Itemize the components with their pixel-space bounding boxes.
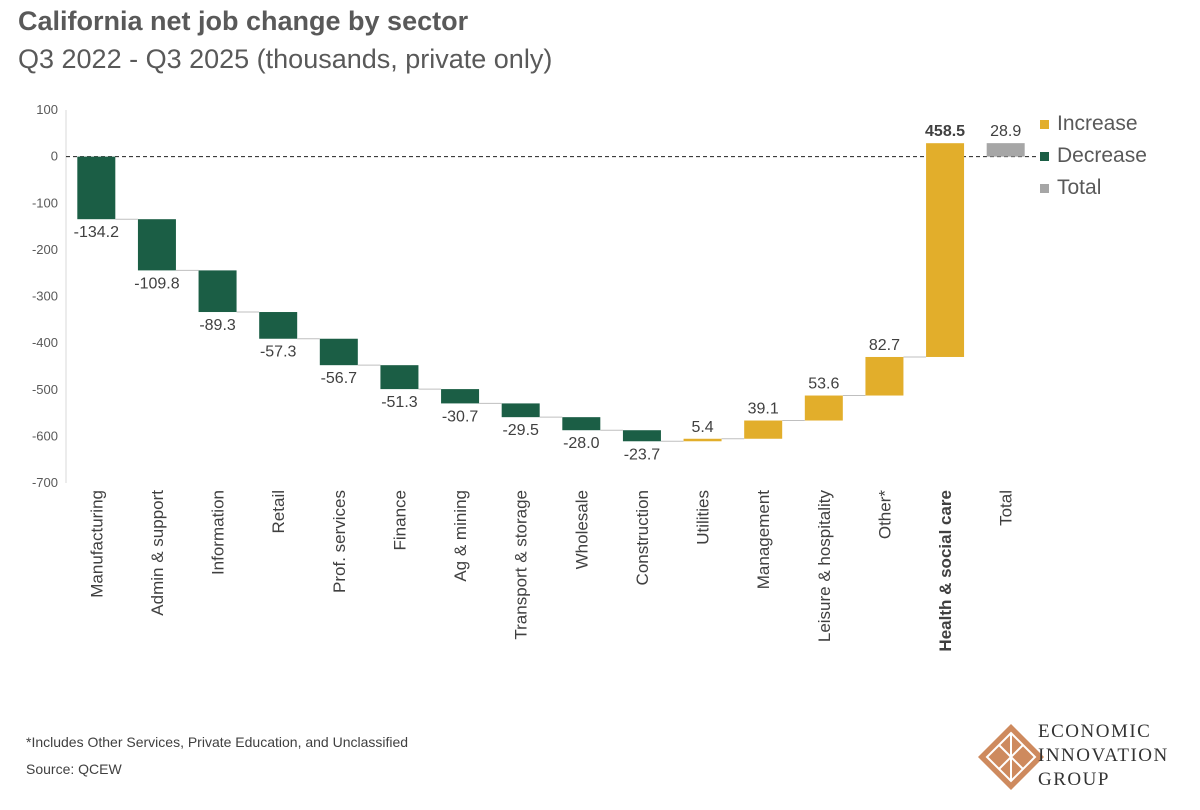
bar-admin-support: [137, 219, 176, 271]
y-tick-label: -200: [32, 242, 58, 257]
legend-swatch-decrease: [1040, 151, 1049, 161]
bar-other: [865, 356, 904, 396]
legend-label-decrease: Decrease: [1057, 144, 1147, 167]
category-label-information: Information: [209, 490, 228, 575]
chart-legend: Increase Decrease Total: [1040, 108, 1147, 204]
legend-label-increase: Increase: [1057, 112, 1138, 135]
bar-wholesale: [562, 417, 601, 431]
waterfall-chart: 100 0 -100 -200 -300 -400 -500 -600 -700 -134.2 Ma…: [32, 102, 1036, 652]
category-label-transport-storage: Transport & storage: [512, 490, 531, 640]
bar-retail: [259, 312, 298, 339]
diamond-logo-icon: [978, 724, 1044, 790]
value-label-manufacturing: -134.2: [74, 224, 119, 241]
footnote: *Includes Other Services, Private Educat…: [26, 734, 409, 750]
value-label-wholesale: -28.0: [563, 435, 600, 452]
y-tick-label: -700: [32, 475, 58, 490]
y-tick-label: 100: [36, 102, 58, 117]
legend-item-total: Total: [1040, 172, 1147, 204]
category-label-finance: Finance: [390, 490, 409, 550]
bar-information: [198, 270, 237, 313]
category-label-prof-services: Prof. services: [330, 490, 349, 593]
y-tick-label: -100: [32, 195, 58, 210]
y-tick-label: -500: [32, 382, 58, 397]
category-label-ag-mining: Ag & mining: [451, 490, 470, 582]
bar-health-social-care: [926, 143, 965, 357]
chart-title: California net job change by sector: [18, 6, 469, 36]
logo-line-economic: ECONOMIC: [1038, 721, 1152, 742]
legend-swatch-total: [1040, 183, 1049, 193]
chart-subtitle: Q3 2022 - Q3 2025 (thousands, private on…: [18, 44, 553, 74]
value-label-admin-support: -109.8: [134, 275, 179, 292]
category-label-construction: Construction: [633, 490, 652, 585]
legend-label-total: Total: [1057, 176, 1102, 199]
category-label-retail: Retail: [269, 490, 288, 533]
y-tick-label: -600: [32, 428, 58, 443]
category-label-management: Management: [754, 490, 773, 590]
value-label-information: -89.3: [199, 317, 236, 334]
bar-ag-mining: [441, 389, 480, 404]
value-label-transport-storage: -29.5: [502, 422, 539, 439]
value-label-retail: -57.3: [260, 344, 297, 361]
y-tick-label: 0: [51, 149, 58, 164]
bar-construction: [622, 430, 661, 442]
category-label-leisure-hospitality: Leisure & hospitality: [815, 490, 834, 643]
category-label-other: Other*: [875, 490, 894, 540]
category-label-manufacturing: Manufacturing: [87, 490, 106, 598]
y-tick-label: -400: [32, 335, 58, 350]
legend-item-decrease: Decrease: [1040, 140, 1147, 172]
bar-transport-storage: [501, 403, 540, 418]
category-label-wholesale: Wholesale: [572, 490, 591, 569]
value-label-prof-services: -56.7: [321, 370, 358, 387]
category-label-total: Total: [997, 490, 1016, 526]
value-label-utilities: 5.4: [691, 419, 713, 436]
legend-swatch-increase: [1040, 119, 1049, 129]
category-label-utilities: Utilities: [694, 490, 713, 545]
bar-utilities: [683, 438, 722, 442]
value-label-leisure-hospitality: 53.6: [808, 376, 839, 393]
y-tick-label: -300: [32, 289, 58, 304]
bar-manufacturing: [77, 156, 116, 220]
value-label-management: 39.1: [748, 401, 779, 418]
bar-prof-services: [319, 338, 358, 366]
category-label-admin-support: Admin & support: [148, 490, 167, 616]
bar-leisure-hospitality: [804, 395, 843, 421]
legend-item-increase: Increase: [1040, 108, 1147, 140]
value-label-finance: -51.3: [381, 394, 418, 411]
source-note: Source: QCEW: [26, 761, 122, 777]
value-label-health-social-care: 458.5: [925, 123, 965, 140]
category-label-health-social-care: Health & social care: [936, 490, 955, 652]
value-label-construction: -23.7: [624, 446, 661, 463]
value-label-total: 28.9: [990, 123, 1021, 140]
bar-total: [986, 143, 1025, 157]
logo-line-group: GROUP: [1038, 769, 1110, 790]
value-label-ag-mining: -30.7: [442, 408, 479, 425]
value-label-other: 82.7: [869, 337, 900, 354]
eig-logo: ECONOMIC INNOVATION GROUP: [976, 718, 1190, 798]
bar-finance: [380, 365, 419, 390]
bar-management: [744, 420, 783, 439]
logo-line-innovation: INNOVATION: [1038, 745, 1169, 766]
logo-wordmark: ECONOMIC INNOVATION GROUP: [1038, 720, 1169, 792]
